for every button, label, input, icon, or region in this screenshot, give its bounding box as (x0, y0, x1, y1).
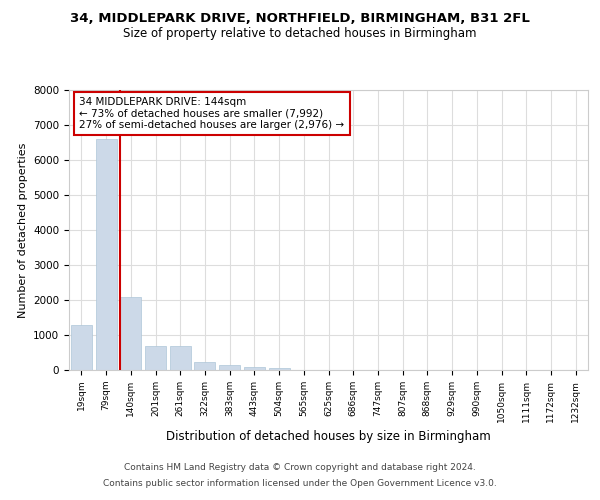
Y-axis label: Number of detached properties: Number of detached properties (17, 142, 28, 318)
Bar (120, 297, 141, 370)
Bar (95, 139, 116, 370)
Bar (219, 365, 240, 370)
Bar (269, 368, 290, 370)
Text: 34 MIDDLEPARK DRIVE: 144sqm
← 73% of detached houses are smaller (7,992)
27% of : 34 MIDDLEPARK DRIVE: 144sqm ← 73% of det… (79, 97, 344, 130)
Text: Size of property relative to detached houses in Birmingham: Size of property relative to detached ho… (123, 28, 477, 40)
Bar (145, 346, 166, 370)
X-axis label: Distribution of detached houses by size in Birmingham: Distribution of detached houses by size … (166, 430, 491, 443)
Text: 34, MIDDLEPARK DRIVE, NORTHFIELD, BIRMINGHAM, B31 2FL: 34, MIDDLEPARK DRIVE, NORTHFIELD, BIRMIN… (70, 12, 530, 26)
Bar (170, 346, 191, 370)
Text: Contains public sector information licensed under the Open Government Licence v3: Contains public sector information licen… (103, 478, 497, 488)
Text: Contains HM Land Registry data © Crown copyright and database right 2024.: Contains HM Land Registry data © Crown c… (124, 464, 476, 472)
Bar (194, 362, 215, 370)
Bar (244, 367, 265, 370)
Bar (71, 324, 92, 370)
